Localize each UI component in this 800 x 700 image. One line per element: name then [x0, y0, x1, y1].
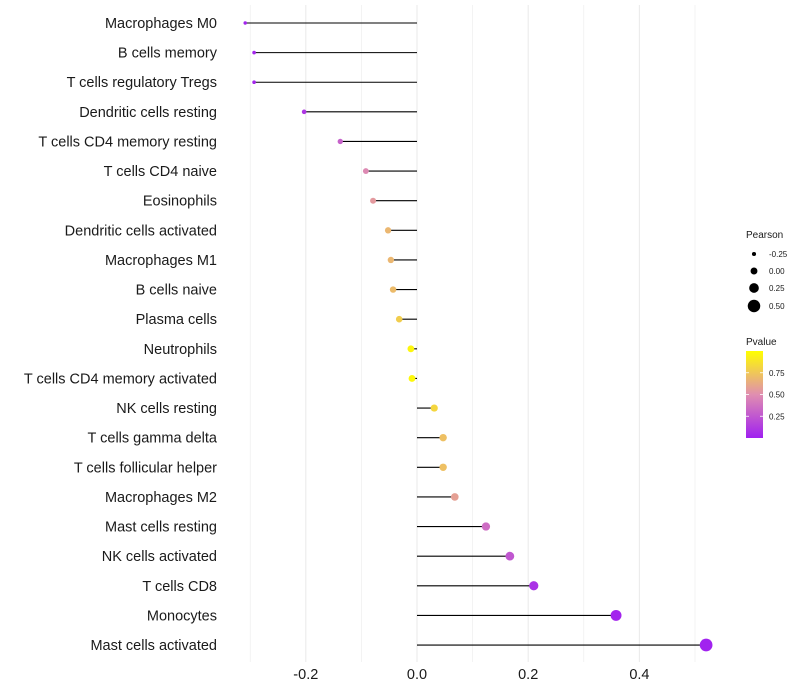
lollipop-point: [395, 315, 403, 323]
lollipop-points: [243, 21, 713, 652]
y-category-label: Macrophages M1: [105, 253, 217, 269]
y-category-label: T cells CD4 memory resting: [38, 134, 217, 150]
y-category-label: NK cells activated: [102, 549, 217, 565]
lollipop-point: [384, 227, 392, 234]
y-category-label: Neutrophils: [144, 342, 217, 358]
lollipop-point: [699, 638, 713, 652]
y-category-label: Mast cells resting: [105, 520, 217, 536]
legend-size-key: [749, 283, 759, 293]
y-category-label: T cells regulatory Tregs: [67, 75, 217, 91]
y-category-label: Macrophages M0: [105, 16, 217, 32]
y-category-label: Mast cells activated: [90, 638, 217, 654]
lollipop-point: [389, 286, 397, 293]
y-category-label: B cells memory: [118, 46, 218, 62]
y-category-label: Monocytes: [147, 608, 217, 624]
lollipop-point: [610, 609, 622, 621]
lollipop-point: [362, 168, 369, 175]
lollipop-point: [439, 463, 447, 472]
lollipop-point: [337, 138, 343, 145]
lollipop-point: [301, 109, 307, 115]
lollipop-point: [529, 581, 539, 591]
legend-size-label: 0.00: [769, 267, 785, 276]
y-category-label: Plasma cells: [136, 312, 217, 328]
legend-color-label: 0.25: [769, 412, 785, 421]
legend-pearson: Pearson -0.25 0.00 0.25 0.50: [746, 230, 788, 313]
y-category-label: T cells CD4 naive: [104, 164, 217, 180]
x-tick-label: 0.2: [518, 667, 538, 683]
x-tick-label: 0.0: [407, 667, 427, 683]
legend-size-key: [747, 299, 761, 313]
lollipop-point: [370, 197, 377, 204]
y-category-label: T cells gamma delta: [88, 431, 218, 447]
y-category-label: Eosinophils: [143, 194, 217, 210]
legend-size-key: [750, 267, 758, 275]
legend-size-label: 0.25: [769, 284, 785, 293]
lollipop-point: [387, 256, 395, 264]
gridlines: [249, 5, 696, 662]
y-category-label: NK cells resting: [116, 401, 217, 417]
lollipop-point: [430, 404, 438, 412]
y-category-label: Dendritic cells resting: [79, 105, 217, 121]
y-category-label: T cells CD8: [142, 579, 217, 595]
y-category-label: Macrophages M2: [105, 490, 217, 506]
legend-color-label: 0.75: [769, 369, 785, 378]
legend-size-key: [751, 251, 757, 257]
legend-pearson-title: Pearson: [746, 230, 783, 241]
lollipop-point: [450, 493, 459, 501]
lollipop-point: [252, 50, 256, 55]
pvalue-colorbar: [746, 351, 763, 438]
lollipop-point: [243, 21, 247, 25]
legend-size-label: 0.50: [769, 302, 785, 311]
y-category-label: Dendritic cells activated: [65, 223, 217, 239]
y-category-label: T cells CD4 memory activated: [24, 371, 217, 387]
y-category-label: T cells follicular helper: [74, 460, 217, 476]
lollipop-point: [481, 522, 491, 531]
x-tick-label: -0.2: [293, 667, 318, 683]
legend-size-label: -0.25: [769, 250, 788, 259]
lollipop-point: [407, 345, 415, 353]
legend-pvalue-title: Pvalue: [746, 337, 777, 348]
x-axis-ticks: -0.2 0.0 0.2 0.4: [293, 667, 649, 683]
lollipop-point: [252, 80, 256, 85]
y-axis-labels: Macrophages M0 B cells memory T cells regu…: [24, 16, 218, 654]
legend-color-label: 0.50: [769, 391, 785, 400]
lollipop-point: [408, 375, 416, 382]
y-category-label: B cells naive: [136, 283, 217, 299]
lollipop-segments: [245, 22, 707, 646]
legend-pvalue: Pvalue 0.25 0.50 0.75: [746, 337, 785, 438]
lollipop-point: [439, 433, 447, 442]
x-tick-label: 0.4: [629, 667, 649, 683]
lollipop-point: [505, 551, 515, 561]
